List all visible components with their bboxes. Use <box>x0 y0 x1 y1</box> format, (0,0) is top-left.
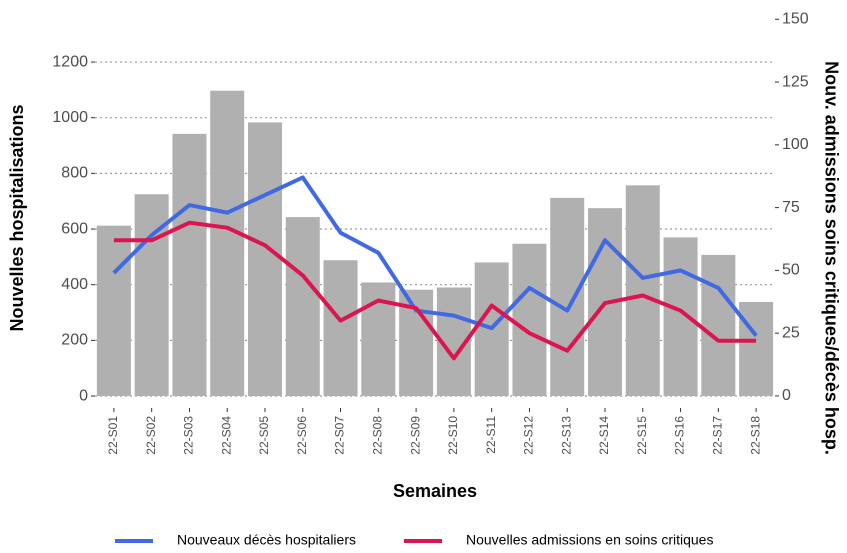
bar <box>701 254 736 397</box>
bar <box>248 122 282 397</box>
x-axis-title: Semaines <box>393 481 477 501</box>
bar <box>323 260 358 397</box>
bar <box>172 133 207 397</box>
x-tick-label: 22-S11 <box>484 416 498 454</box>
y-tick-label: 600 <box>61 220 88 237</box>
y2-tick-label: 25 <box>782 324 800 341</box>
bar <box>550 197 585 397</box>
bar <box>663 237 698 397</box>
legend-label: Nouveaux décès hospitaliers <box>177 532 356 548</box>
bar <box>512 243 547 397</box>
x-tick-label: 22-S16 <box>673 416 687 455</box>
bar <box>210 90 245 397</box>
x-tick-label: 22-S10 <box>446 416 460 455</box>
y-tick-label: 200 <box>61 332 88 349</box>
x-tick-label: 22-S15 <box>635 416 649 455</box>
y2-tick-label: 150 <box>782 10 809 27</box>
x-tick-label: 22-S04 <box>219 416 233 455</box>
x-tick-label: 22-S06 <box>295 416 309 455</box>
y-tick-label: 1000 <box>52 109 88 126</box>
y-axis-title: Nouvelles hospitalisations <box>7 104 27 331</box>
y2-tick-label: 0 <box>782 387 791 404</box>
legend-label: Nouvelles admissions en soins critiques <box>466 532 713 548</box>
x-tick-label: 22-S02 <box>144 416 158 455</box>
line <box>113 220 757 361</box>
y-tick-label: 800 <box>61 165 88 182</box>
y-tick-label: 400 <box>61 276 88 293</box>
y2-tick-label: 125 <box>782 73 809 90</box>
x-tick-label: 22-S07 <box>333 416 347 455</box>
x-tick-label: 22-S08 <box>371 416 385 455</box>
x-tick-label: 22-S18 <box>748 416 762 455</box>
x-tick-label: 22-S13 <box>559 416 573 455</box>
bar <box>739 301 774 397</box>
x-tick-label: 22-S01 <box>106 416 120 455</box>
x-tick-label: 22-S05 <box>257 416 271 455</box>
y2-tick-label: 50 <box>782 262 800 279</box>
y2-tick-label: 100 <box>782 136 809 153</box>
x-tick-label: 22-S12 <box>522 416 536 455</box>
bar <box>625 185 660 397</box>
x-tick-label: 22-S09 <box>408 416 422 455</box>
x-tick-label: 22-S17 <box>711 416 725 455</box>
bar <box>96 225 131 397</box>
y-tick-label: 0 <box>79 387 88 404</box>
x-tick-label: 22-S03 <box>182 416 196 455</box>
line <box>112 175 758 337</box>
x-tick-label: 22-S14 <box>597 416 611 455</box>
y2-tick-label: 75 <box>782 199 800 216</box>
bar <box>285 217 320 397</box>
y2-axis-title: Nouv. admissions soins critiques/décès h… <box>821 61 841 455</box>
y-tick-label: 1200 <box>52 53 88 70</box>
